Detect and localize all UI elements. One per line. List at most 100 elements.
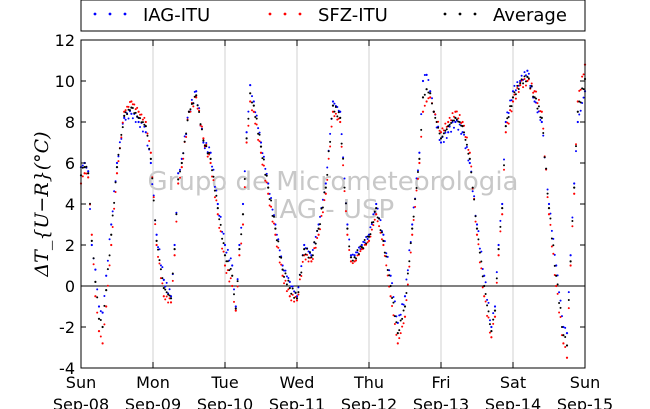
data-point (131, 117, 134, 120)
data-point (493, 315, 497, 318)
data-point (526, 75, 529, 78)
data-point (480, 260, 483, 263)
data-point (314, 242, 317, 245)
data-point (569, 254, 572, 257)
data-point (524, 74, 527, 77)
x-tick-date-label: Sep-13 (413, 395, 469, 409)
y-tick-label: 12 (55, 31, 75, 50)
data-point (245, 131, 248, 134)
data-point (167, 293, 170, 296)
data-point (226, 269, 229, 272)
data-point (223, 243, 227, 247)
data-point (431, 102, 433, 105)
data-point (317, 233, 320, 236)
data-point (415, 186, 418, 189)
data-point (527, 77, 530, 80)
data-point (294, 291, 297, 294)
data-point (360, 245, 363, 249)
y-tick-label: 8 (65, 113, 75, 132)
data-point (275, 239, 278, 242)
data-point (501, 202, 504, 206)
data-point (222, 232, 225, 235)
data-point (507, 122, 510, 125)
y-tick-label: -2 (59, 318, 75, 337)
data-point (182, 157, 185, 160)
data-point (169, 301, 173, 304)
data-point (141, 130, 144, 133)
data-point (366, 237, 369, 240)
data-point (549, 217, 552, 220)
data-point (546, 192, 549, 195)
data-point (392, 295, 395, 298)
data-point (401, 325, 404, 328)
data-point (550, 237, 553, 240)
data-point (97, 317, 101, 320)
data-point (298, 278, 301, 281)
data-point (558, 301, 561, 304)
data-point (295, 299, 299, 302)
data-point (317, 227, 320, 230)
data-point (130, 112, 133, 115)
data-point (503, 168, 505, 171)
data-point (124, 109, 127, 112)
data-point (535, 97, 538, 100)
data-point (252, 104, 255, 107)
data-point (81, 175, 84, 178)
data-point (455, 118, 458, 121)
x-tick-date-label: Sep-15 (557, 395, 613, 409)
data-point (192, 105, 195, 108)
data-point (470, 165, 473, 168)
data-point (306, 247, 309, 250)
data-point (222, 250, 225, 253)
data-point (431, 97, 433, 100)
data-point (265, 181, 268, 184)
data-point (509, 109, 512, 112)
data-point (511, 100, 515, 103)
data-point (372, 213, 375, 216)
data-point (311, 257, 314, 260)
data-point (399, 319, 402, 322)
data-point (148, 139, 151, 142)
data-point (499, 225, 502, 228)
data-point (271, 220, 274, 223)
data-point (294, 295, 297, 298)
data-point (353, 256, 356, 259)
data-point (376, 220, 379, 223)
data-point (281, 268, 284, 271)
data-point (293, 290, 296, 293)
data-point (399, 332, 402, 335)
data-point (423, 104, 426, 107)
data-point (356, 249, 359, 252)
data-point (268, 204, 271, 207)
data-point (395, 321, 398, 324)
data-point (85, 165, 88, 168)
data-point (243, 178, 246, 181)
data-point (310, 260, 313, 263)
data-point (218, 226, 221, 229)
data-point (457, 128, 460, 131)
data-point (480, 250, 483, 253)
data-point (127, 105, 130, 108)
data-point (264, 179, 267, 182)
data-point (549, 223, 552, 226)
data-point (499, 219, 502, 222)
data-point (202, 141, 205, 144)
data-point (389, 284, 392, 288)
data-point (124, 118, 127, 121)
data-point (319, 215, 322, 218)
data-point (406, 283, 409, 286)
data-point (343, 177, 346, 180)
data-point (465, 146, 468, 149)
data-point (213, 189, 216, 192)
y-tick-label: -4 (59, 359, 75, 378)
x-axis-ticks: Sun Sep-08 Mon Sep-09 Tue Sep-10 Wed Sep-11 Thu S… (53, 40, 613, 409)
data-point (373, 218, 376, 221)
data-point (488, 323, 491, 326)
data-point (291, 293, 294, 296)
data-point (492, 318, 495, 321)
data-point (523, 75, 526, 78)
legend-label: SFZ-ITU (318, 5, 388, 26)
data-point (123, 116, 126, 119)
data-point (442, 132, 445, 135)
data-point (228, 269, 231, 272)
